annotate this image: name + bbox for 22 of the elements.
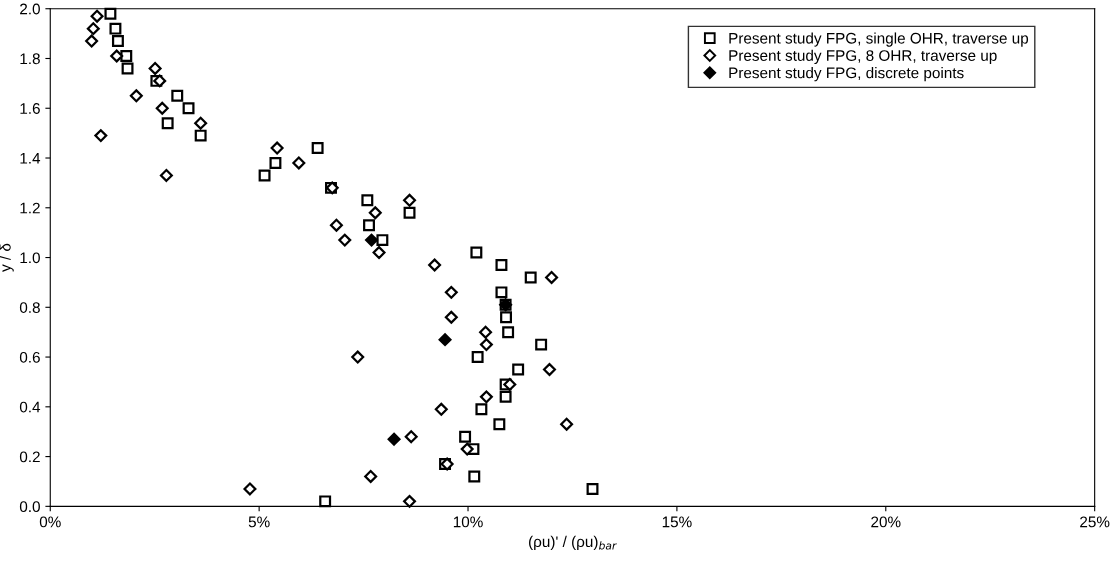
x-axis-title: (ρu)' / (ρu)$_{bar}$: [529, 535, 617, 551]
y-axis-title: y / δ: [0, 243, 14, 272]
y-tick-label: 0.6: [19, 351, 40, 363]
y-tick-label: 0.4: [19, 401, 41, 413]
y-tick-label: 1.6: [20, 103, 40, 114]
y-tick-label: 0.0: [19, 501, 40, 513]
x-tick-label: 20%: [871, 516, 901, 528]
legend-label: Present study FPG, discrete points: [729, 67, 964, 82]
y-tick-label: 1.2: [20, 202, 40, 214]
y-tick-label: 1.8: [20, 53, 40, 65]
legend-label: Present study FPG, 8 OHR, traverse up: [729, 49, 997, 64]
x-tick-label: 0%: [39, 516, 61, 528]
x-tick-label: 5%: [248, 516, 270, 528]
x-tick-label: 15%: [662, 516, 692, 528]
y-tick-label: 2.0: [20, 3, 40, 15]
legend-label: Present study FPG, single OHR, traverse up: [729, 32, 1029, 47]
y-tick-label: 0.2: [19, 451, 40, 463]
y-tick-label: 0.8: [19, 302, 40, 313]
y-tick-label: 1.4: [20, 153, 41, 164]
y-tick-label: 1.0: [20, 252, 40, 264]
x-tick-label: 25%: [1080, 516, 1110, 528]
x-tick-label: 10%: [453, 516, 483, 528]
